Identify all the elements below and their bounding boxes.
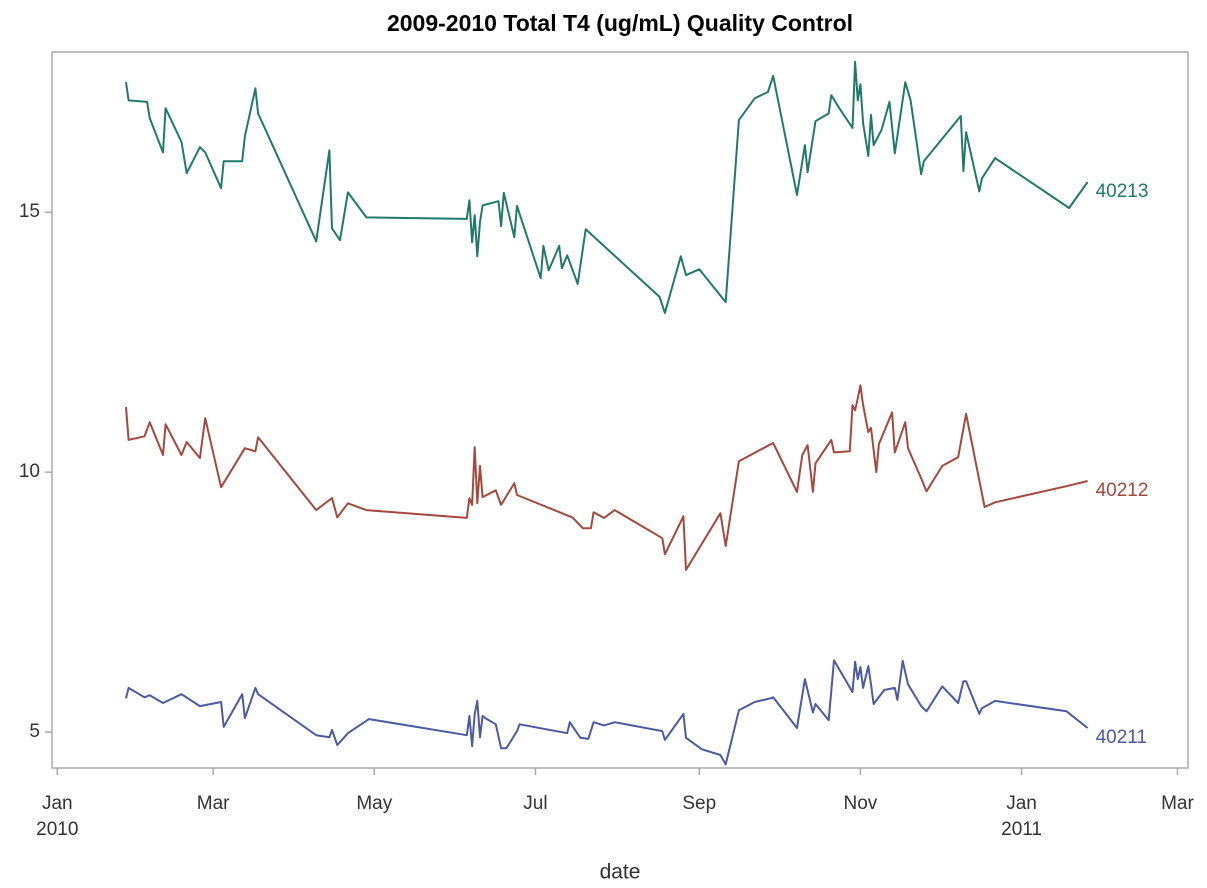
x-tick-label: Jul (523, 793, 547, 814)
x-tick-label: Jan 2011 (1001, 793, 1042, 840)
series-label: 40213 (1096, 181, 1149, 202)
x-axis-label: date (600, 861, 641, 884)
series-line (125, 659, 1089, 766)
series-line (125, 60, 1089, 314)
series-line (125, 384, 1088, 571)
x-tick-label: Sep (682, 793, 716, 814)
x-tick-label: Jan 2010 (36, 793, 78, 840)
y-tick-label: 10 (19, 461, 40, 482)
x-tick-label: Mar (197, 793, 230, 814)
series-label: 40211 (1096, 727, 1147, 748)
y-tick-label: 15 (19, 201, 40, 222)
x-tick-label: May (356, 793, 392, 814)
x-tick-label: Mar (1161, 793, 1194, 814)
series-label: 40212 (1096, 480, 1149, 501)
x-tick-label: Nov (844, 793, 878, 814)
chart-title: 2009-2010 Total T4 (ug/mL) Quality Contr… (387, 10, 853, 36)
plot-frame (51, 51, 1189, 769)
y-tick-label: 5 (29, 721, 40, 742)
